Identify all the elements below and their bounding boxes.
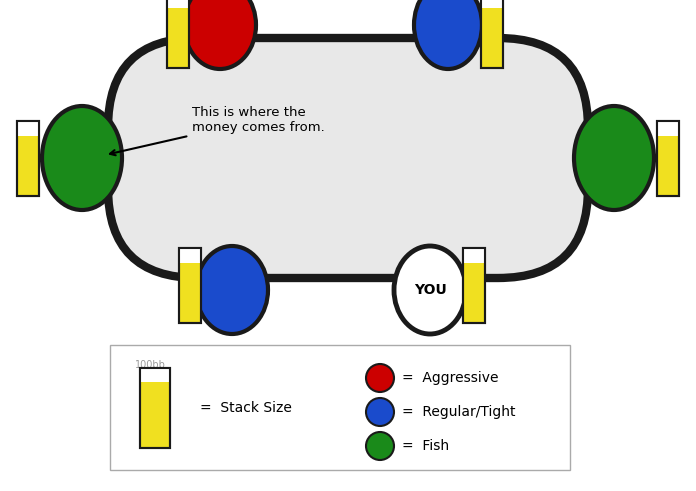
Bar bbox=[463, 247, 485, 263]
Ellipse shape bbox=[394, 246, 466, 334]
Bar bbox=[179, 247, 201, 323]
Bar bbox=[140, 368, 170, 448]
Bar bbox=[463, 247, 485, 323]
Bar bbox=[179, 247, 201, 323]
Text: This is where the
money comes from.: This is where the money comes from. bbox=[110, 106, 325, 155]
Bar bbox=[17, 120, 39, 195]
Ellipse shape bbox=[196, 246, 268, 334]
Bar bbox=[167, 0, 189, 7]
Bar bbox=[167, 0, 189, 67]
Bar bbox=[17, 120, 39, 195]
Text: =  Stack Size: = Stack Size bbox=[200, 401, 292, 415]
Ellipse shape bbox=[414, 0, 482, 69]
Ellipse shape bbox=[574, 106, 654, 210]
Ellipse shape bbox=[366, 432, 394, 460]
Text: YOU: YOU bbox=[413, 283, 446, 297]
Bar bbox=[463, 247, 485, 323]
Bar bbox=[140, 368, 170, 448]
Text: =  Aggressive: = Aggressive bbox=[402, 371, 498, 385]
Ellipse shape bbox=[366, 364, 394, 392]
Bar bbox=[110, 345, 570, 470]
Ellipse shape bbox=[366, 398, 394, 426]
Bar bbox=[657, 120, 679, 136]
Bar bbox=[140, 368, 170, 382]
Text: =  Fish: = Fish bbox=[402, 439, 449, 453]
Bar bbox=[657, 120, 679, 195]
FancyBboxPatch shape bbox=[108, 38, 588, 278]
Bar bbox=[179, 247, 201, 263]
Bar bbox=[481, 0, 503, 7]
Bar bbox=[481, 0, 503, 67]
Bar bbox=[657, 120, 679, 195]
Ellipse shape bbox=[42, 106, 122, 210]
Bar bbox=[481, 0, 503, 67]
Bar bbox=[167, 0, 189, 67]
Text: 100bb: 100bb bbox=[134, 360, 166, 370]
Ellipse shape bbox=[184, 0, 256, 69]
Bar bbox=[17, 120, 39, 136]
Text: =  Regular/Tight: = Regular/Tight bbox=[402, 405, 516, 419]
